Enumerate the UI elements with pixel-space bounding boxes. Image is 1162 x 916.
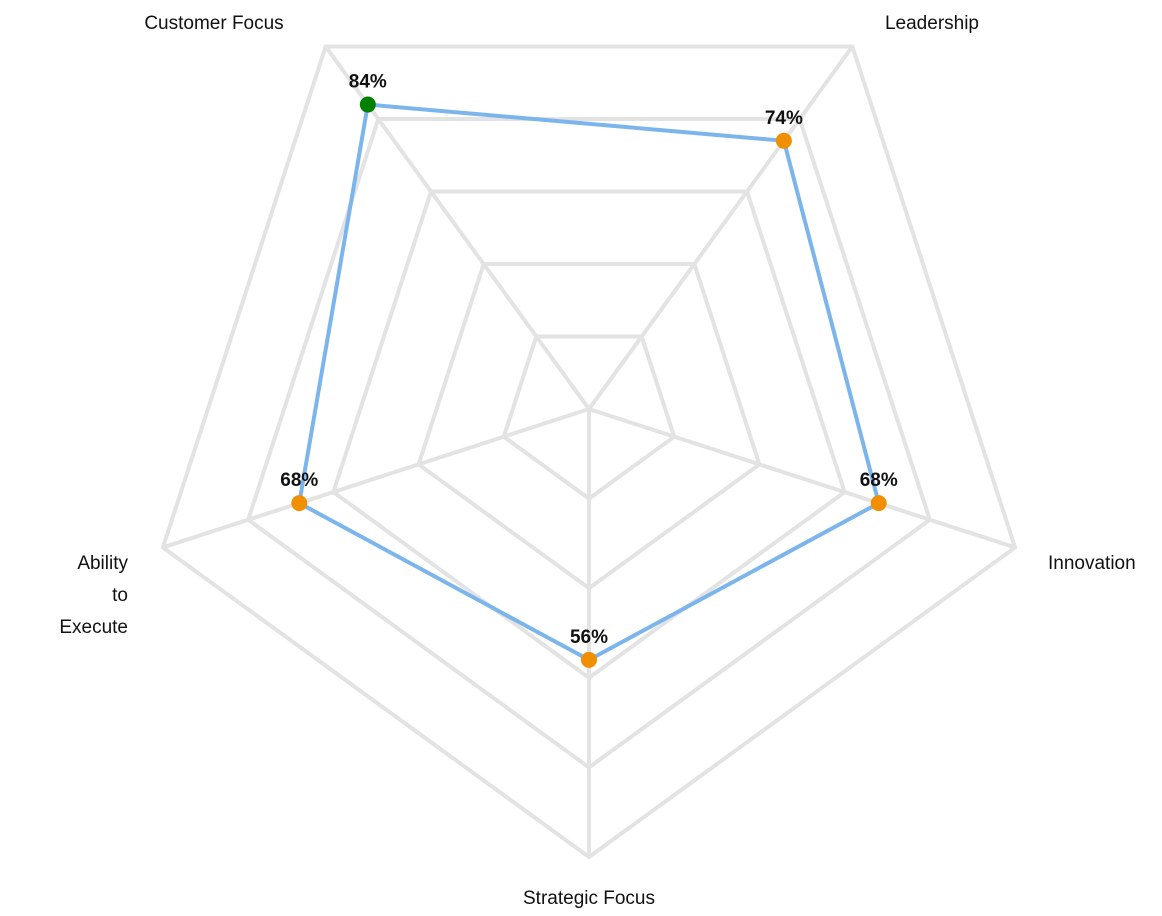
grid-ring xyxy=(416,262,762,591)
data-point-marker[interactable] xyxy=(870,495,887,512)
axis-label-strategic-focus: Strategic Focus xyxy=(523,888,655,909)
axis-label-leadership: Leadership xyxy=(885,13,979,34)
data-value-label: 84% xyxy=(349,72,387,93)
grid-ring xyxy=(245,117,933,770)
data-value-label: 68% xyxy=(860,470,898,491)
axis-label-customer-focus: Customer Focus xyxy=(144,13,283,34)
grid-ring xyxy=(501,334,677,502)
grid-spoke xyxy=(162,407,590,550)
data-point-marker[interactable] xyxy=(359,96,376,113)
data-value-label: 68% xyxy=(280,470,318,491)
grid-spoke xyxy=(587,45,854,411)
data-point-marker[interactable] xyxy=(581,651,597,668)
data-value-label: 56% xyxy=(570,627,608,648)
data-point-marker[interactable] xyxy=(291,495,308,512)
axis-label-ability-line2: to xyxy=(112,585,128,606)
radar-grid xyxy=(160,44,1018,860)
grid-ring xyxy=(160,44,1018,860)
radar-points xyxy=(291,96,887,668)
radar-series xyxy=(297,102,881,662)
grid-ring xyxy=(331,189,847,681)
axis-label-innovation: Innovation xyxy=(1048,553,1136,574)
data-value-label: 74% xyxy=(765,108,803,129)
series-line xyxy=(297,102,881,662)
data-point-marker[interactable] xyxy=(775,132,792,149)
grid-spoke xyxy=(588,407,1016,550)
axis-labels: Customer Focus Leadership Innovation Str… xyxy=(59,13,1135,909)
value-labels: 84% 74% 68% 56% 68% xyxy=(280,72,898,648)
axis-label-ability-line1: Ability xyxy=(77,553,128,574)
axis-label-ability-line3: Execute xyxy=(59,617,128,638)
